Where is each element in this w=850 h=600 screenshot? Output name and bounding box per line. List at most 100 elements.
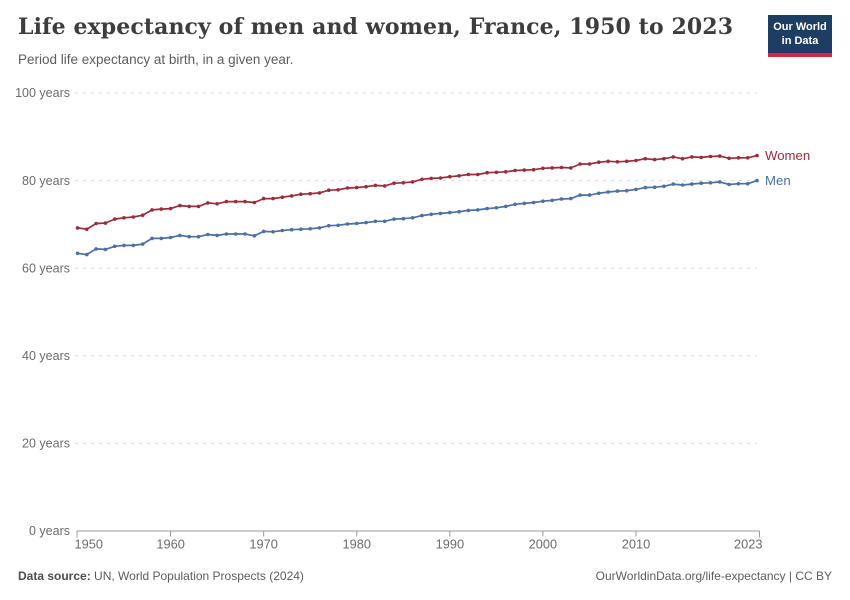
data-point-women-1987[interactable]: [420, 177, 424, 182]
data-point-men-1995[interactable]: [494, 206, 499, 210]
data-point-women-1977[interactable]: [327, 188, 331, 192]
data-point-women-1998[interactable]: [522, 168, 527, 172]
data-point-men-1976[interactable]: [317, 226, 322, 230]
data-point-women-1996[interactable]: [503, 170, 508, 174]
data-point-women-1989[interactable]: [438, 176, 443, 180]
data-point-men-1950[interactable]: [75, 251, 80, 256]
data-point-men-2021[interactable]: [736, 181, 741, 186]
data-point-men-2008[interactable]: [615, 189, 620, 193]
data-point-women-1978[interactable]: [336, 188, 340, 192]
data-point-men-1968[interactable]: [243, 232, 247, 236]
data-point-women-2010[interactable]: [634, 158, 638, 163]
legend-label-women[interactable]: Women: [765, 148, 810, 163]
data-point-men-2014[interactable]: [671, 182, 675, 186]
data-point-women-1991[interactable]: [457, 174, 461, 178]
data-point-men-1978[interactable]: [336, 223, 340, 228]
data-point-women-1990[interactable]: [448, 174, 452, 179]
data-point-men-1991[interactable]: [457, 209, 461, 214]
data-point-men-1988[interactable]: [429, 212, 434, 217]
data-point-women-1988[interactable]: [429, 176, 434, 181]
data-point-men-1962[interactable]: [187, 234, 191, 239]
data-point-women-1959[interactable]: [159, 207, 164, 211]
data-point-men-1983[interactable]: [382, 219, 387, 224]
data-point-men-2001[interactable]: [550, 198, 554, 203]
data-point-women-1967[interactable]: [233, 199, 238, 204]
data-point-women-1986[interactable]: [410, 180, 415, 184]
data-point-women-1999[interactable]: [531, 167, 536, 172]
data-point-men-1959[interactable]: [159, 236, 164, 241]
data-point-women-1982[interactable]: [373, 183, 378, 188]
data-point-women-1962[interactable]: [187, 204, 191, 209]
data-point-women-1958[interactable]: [150, 208, 154, 212]
data-point-women-1954[interactable]: [112, 217, 117, 221]
data-point-women-2001[interactable]: [550, 166, 554, 170]
data-point-men-2006[interactable]: [597, 191, 601, 196]
data-point-women-1997[interactable]: [513, 168, 517, 173]
data-point-women-1983[interactable]: [382, 184, 387, 188]
data-point-women-1971[interactable]: [271, 196, 275, 201]
data-point-men-2005[interactable]: [587, 193, 592, 197]
data-point-men-1954[interactable]: [112, 244, 117, 249]
data-point-men-2007[interactable]: [606, 190, 610, 194]
data-point-women-2013[interactable]: [662, 156, 666, 161]
data-point-men-1999[interactable]: [531, 200, 536, 205]
data-point-women-2011[interactable]: [643, 156, 648, 161]
data-point-women-1965[interactable]: [215, 202, 219, 206]
data-point-men-1998[interactable]: [522, 201, 527, 206]
data-point-men-1977[interactable]: [327, 223, 331, 228]
data-point-men-2017[interactable]: [699, 181, 703, 185]
data-point-men-1960[interactable]: [168, 235, 173, 240]
data-point-men-2011[interactable]: [643, 185, 648, 190]
data-point-men-1951[interactable]: [85, 252, 89, 257]
data-point-women-2012[interactable]: [652, 157, 657, 162]
data-point-men-2020[interactable]: [727, 182, 731, 187]
data-point-men-1974[interactable]: [299, 227, 303, 231]
data-point-women-2016[interactable]: [690, 155, 694, 159]
data-point-men-1986[interactable]: [410, 216, 415, 220]
data-point-men-1987[interactable]: [420, 213, 424, 218]
data-point-men-2003[interactable]: [569, 196, 573, 201]
data-point-men-2023[interactable]: [755, 178, 759, 183]
owid-logo[interactable]: Our World in Data: [768, 15, 832, 57]
data-point-women-1992[interactable]: [466, 172, 471, 177]
data-point-men-2004[interactable]: [578, 193, 582, 197]
data-point-women-2007[interactable]: [606, 159, 610, 164]
data-point-women-2015[interactable]: [680, 156, 685, 161]
data-point-women-1994[interactable]: [485, 170, 489, 175]
data-point-women-1961[interactable]: [178, 203, 182, 208]
data-point-men-1982[interactable]: [373, 219, 378, 224]
data-point-women-1951[interactable]: [85, 227, 89, 231]
data-point-women-1968[interactable]: [243, 199, 247, 204]
data-point-men-1955[interactable]: [122, 243, 126, 248]
data-point-men-2018[interactable]: [708, 181, 713, 185]
data-point-women-2019[interactable]: [718, 154, 722, 158]
data-point-men-1967[interactable]: [233, 232, 238, 236]
data-point-women-1995[interactable]: [494, 170, 499, 175]
data-point-men-1990[interactable]: [448, 210, 452, 215]
data-point-women-1985[interactable]: [401, 181, 406, 185]
data-point-women-1981[interactable]: [364, 184, 368, 189]
data-point-women-2017[interactable]: [699, 155, 703, 160]
data-point-men-2015[interactable]: [680, 183, 685, 187]
data-point-men-1980[interactable]: [354, 221, 359, 226]
data-point-men-1973[interactable]: [289, 227, 294, 232]
data-point-women-1984[interactable]: [392, 181, 396, 185]
data-point-women-2008[interactable]: [615, 160, 620, 164]
data-point-men-1989[interactable]: [438, 211, 443, 216]
data-point-women-2004[interactable]: [578, 162, 582, 166]
data-point-men-2022[interactable]: [745, 181, 750, 186]
data-point-men-1966[interactable]: [224, 232, 229, 236]
data-point-women-1960[interactable]: [168, 206, 173, 211]
data-point-men-1981[interactable]: [364, 220, 368, 225]
data-point-men-2016[interactable]: [690, 182, 694, 186]
data-point-men-1961[interactable]: [178, 233, 182, 238]
data-point-men-1975[interactable]: [308, 227, 313, 231]
data-point-women-2021[interactable]: [736, 156, 741, 160]
data-point-men-1994[interactable]: [485, 206, 489, 211]
data-point-men-1952[interactable]: [94, 247, 98, 251]
data-point-women-2009[interactable]: [624, 159, 629, 164]
data-point-women-1953[interactable]: [103, 221, 108, 225]
data-point-men-2012[interactable]: [652, 185, 657, 189]
data-point-men-1997[interactable]: [513, 202, 517, 207]
data-point-women-2018[interactable]: [708, 154, 713, 159]
